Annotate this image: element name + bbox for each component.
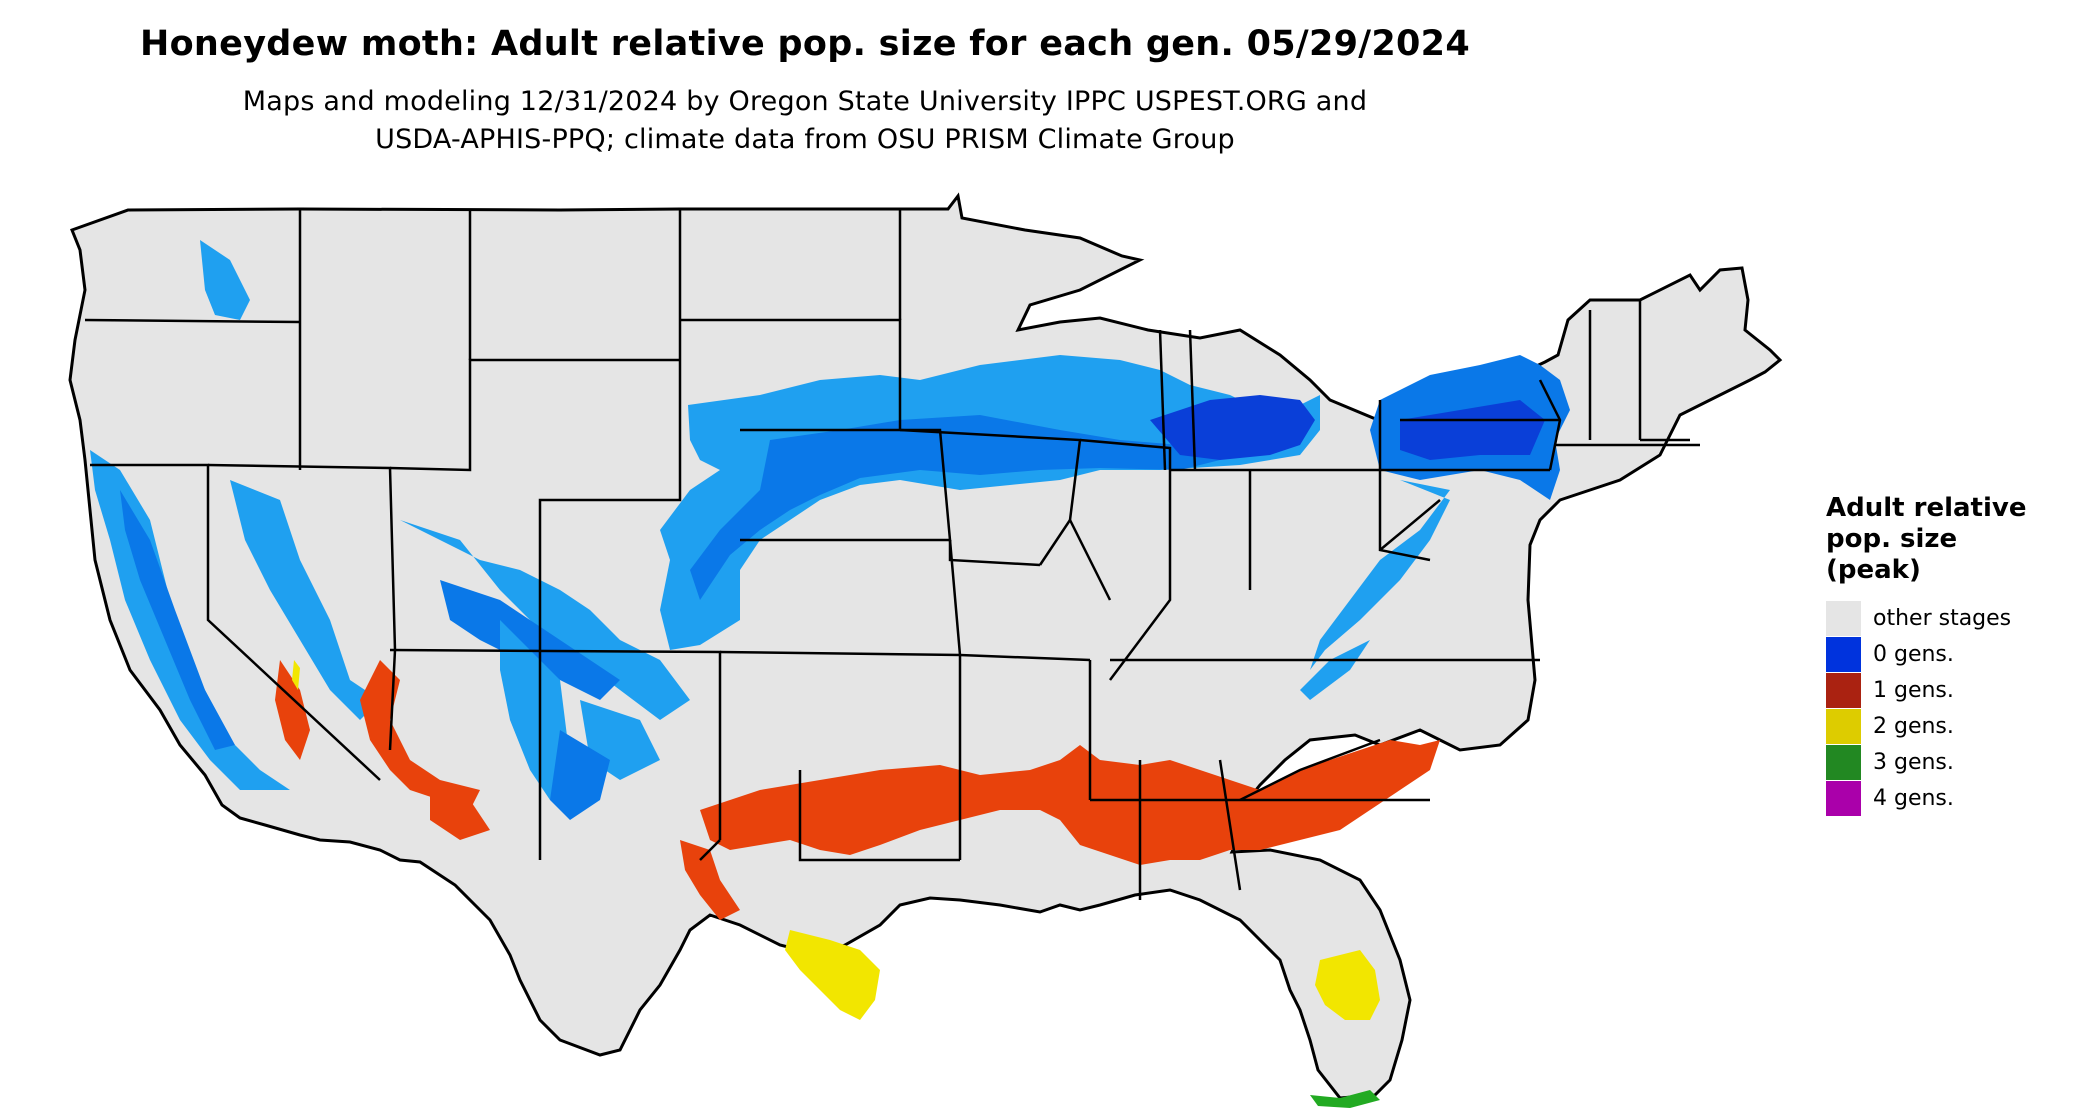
legend-item-2-gens: 2 gens. (1826, 708, 2026, 744)
legend-swatch (1826, 744, 1861, 780)
legend-swatch (1826, 780, 1861, 816)
legend-label: 1 gens. (1873, 677, 1954, 703)
map-subtitle-line-2: USDA-APHIS-PPQ; climate data from OSU PR… (375, 124, 1235, 155)
map-title: Honeydew moth: Adult relative pop. size … (140, 24, 1470, 64)
map-subtitle-line-1: Maps and modeling 12/31/2024 by Oregon S… (242, 86, 1368, 117)
legend-item-0-gens: 0 gens. (1826, 636, 2026, 672)
three-gen-region (1310, 1090, 1380, 1108)
two-gen-region (292, 660, 1380, 1020)
legend-title: Adult relative pop. size (peak) (1826, 493, 2026, 586)
one-gen-region (275, 660, 1440, 920)
legend-title-line-3: (peak) (1826, 555, 1921, 585)
legend-swatch (1826, 708, 1861, 744)
legend-label: other stages (1873, 605, 2012, 631)
legend-label: 4 gens. (1873, 785, 1954, 811)
legend-item-1-gens: 1 gens. (1826, 672, 2026, 708)
legend: Adult relative pop. size (peak) other st… (1826, 493, 2026, 816)
legend-title-line-2: pop. size (1826, 524, 1958, 554)
us-land-outline (68, 192, 1783, 1100)
legend-swatch (1826, 600, 1861, 636)
legend-swatch (1826, 636, 1861, 672)
legend-item-4-gens: 4 gens. (1826, 780, 2026, 816)
legend-label: 3 gens. (1873, 749, 1954, 775)
legend-item-3-gens: 3 gens. (1826, 744, 2026, 780)
legend-title-line-1: Adult relative (1826, 493, 2027, 523)
state-borders (84, 209, 1700, 900)
legend-swatch (1826, 672, 1861, 708)
legend-label: 2 gens. (1873, 713, 1954, 739)
legend-item-other-stages: other stages (1826, 600, 2026, 636)
legend-label: 0 gens. (1873, 641, 1954, 667)
